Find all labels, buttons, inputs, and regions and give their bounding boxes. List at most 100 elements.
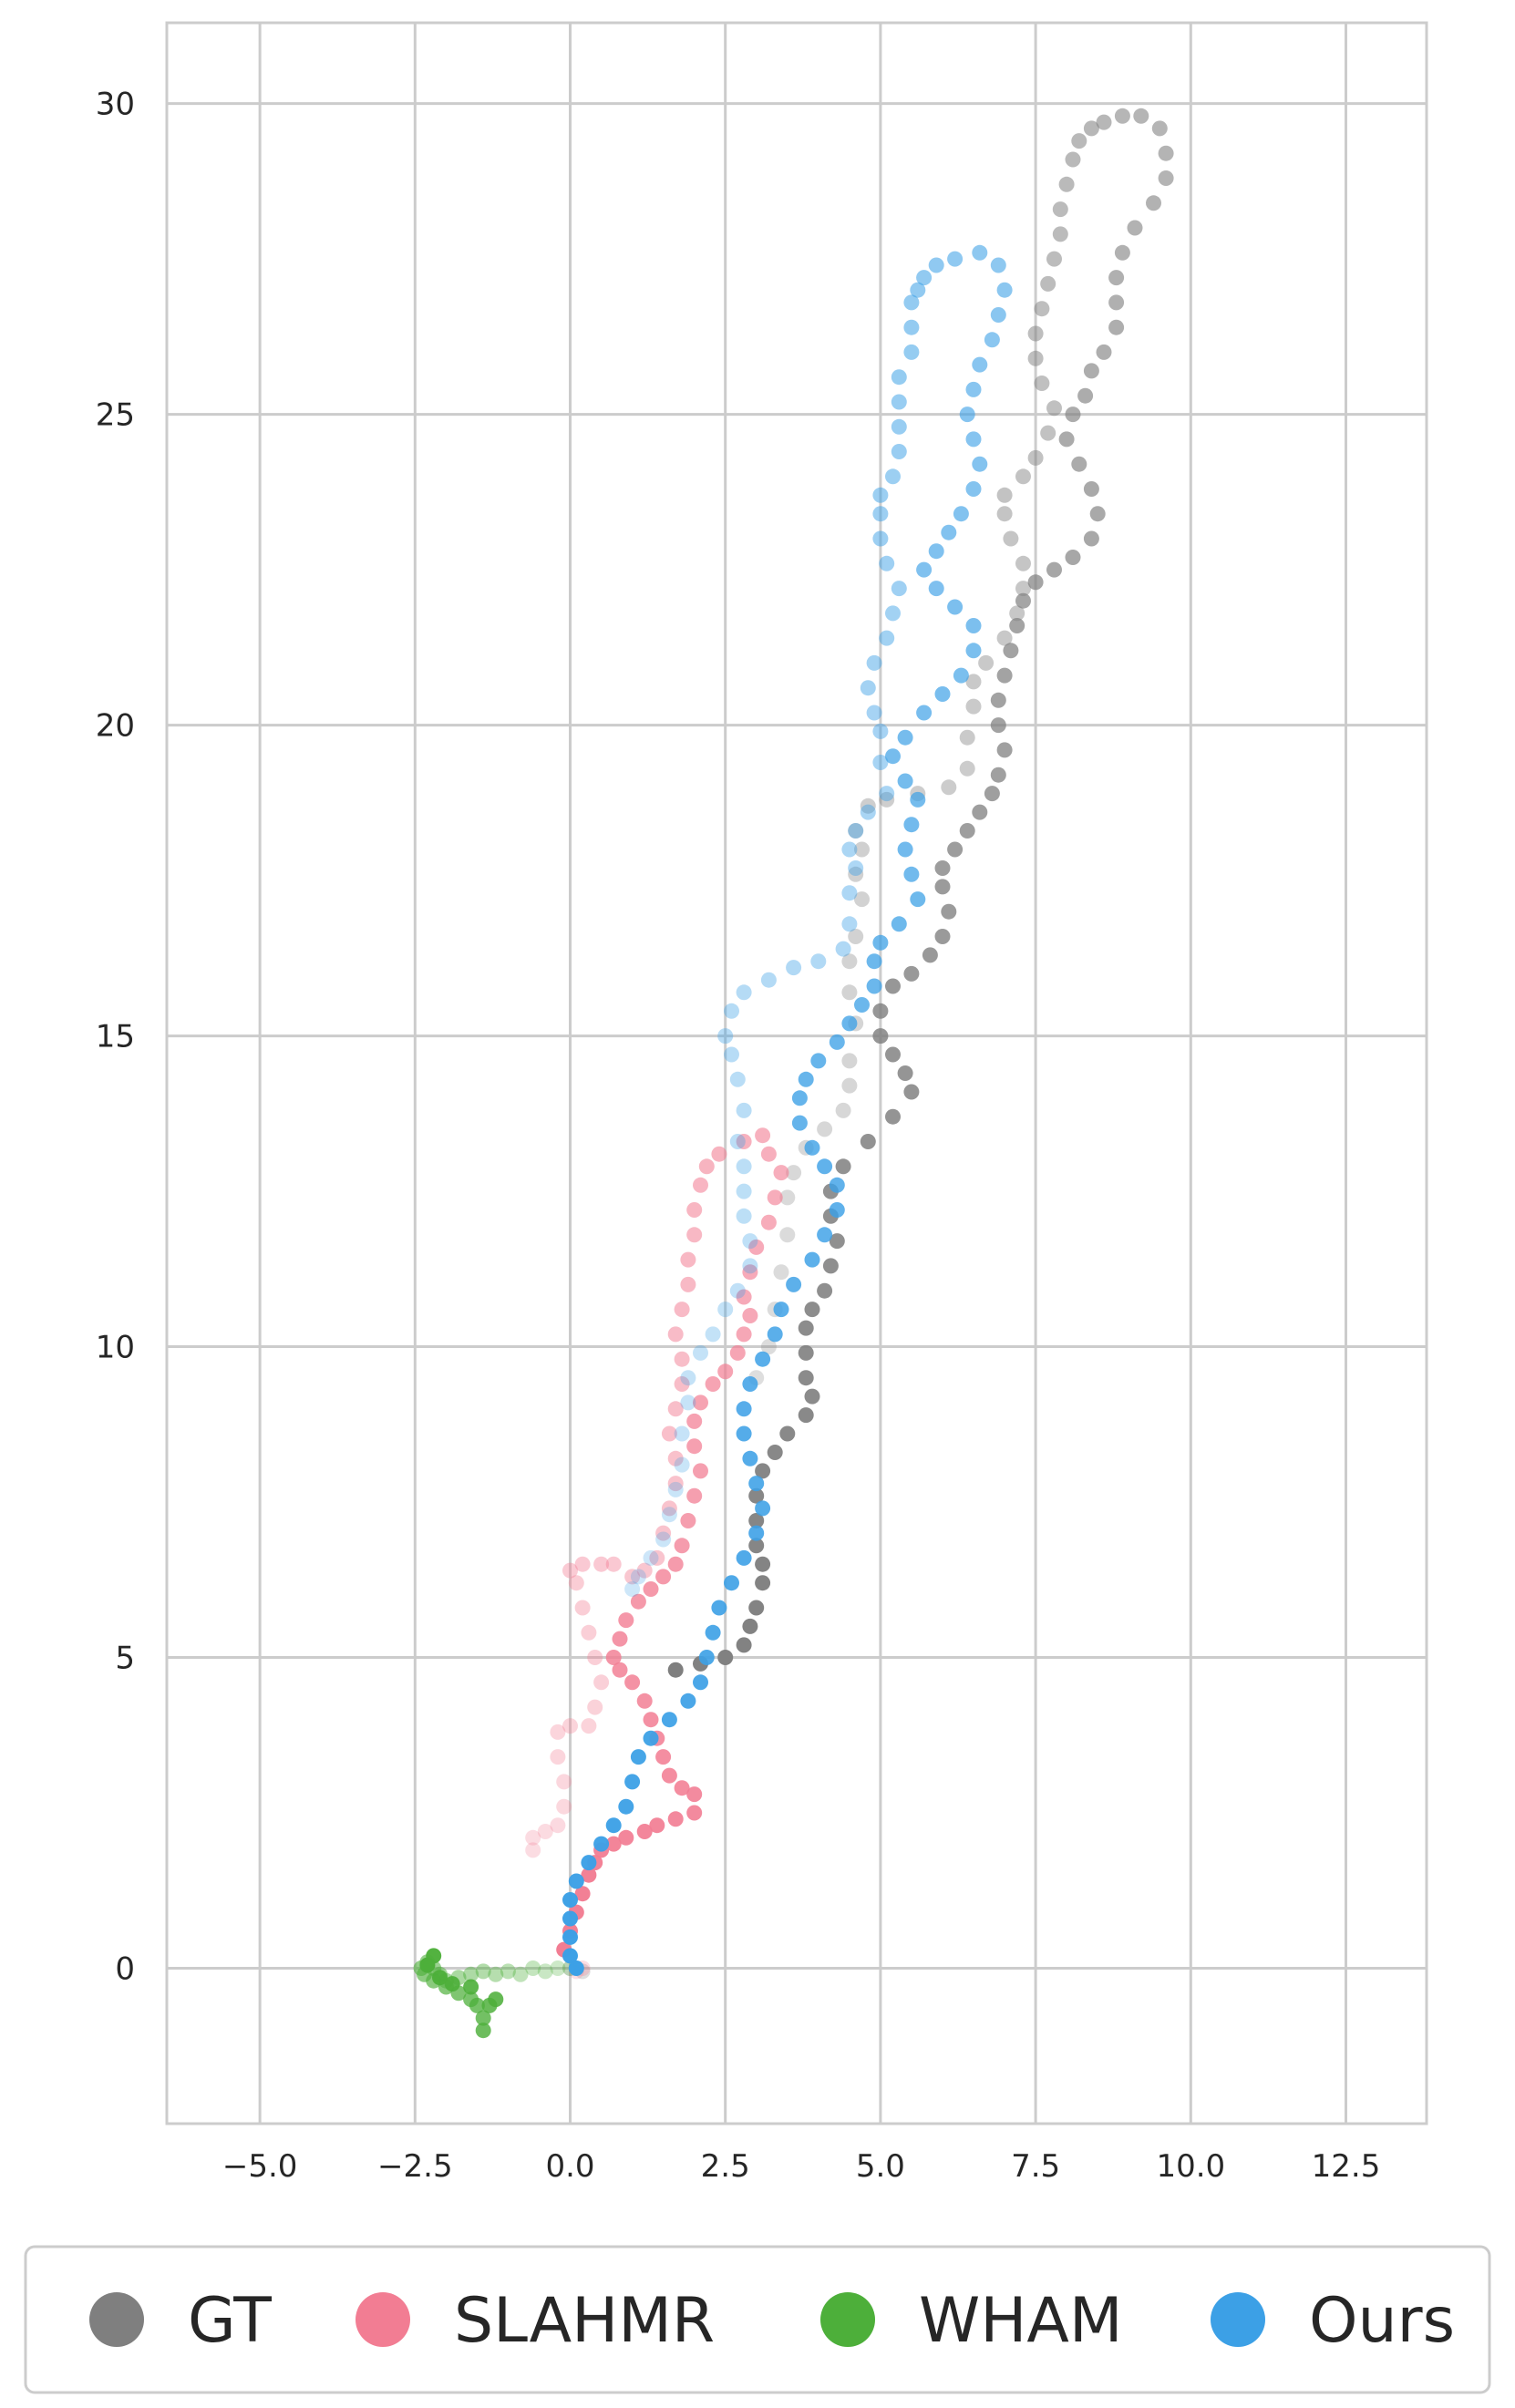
data-point [419,1957,436,1973]
data-point [748,1525,765,1541]
data-point [1083,481,1099,497]
data-point [661,1507,677,1523]
data-point [891,394,907,410]
data-point [972,456,988,472]
data-point [854,997,870,1013]
data-point [1027,325,1044,342]
data-point [903,965,920,982]
data-point [791,1115,808,1131]
data-point [525,1842,541,1858]
data-point [581,1718,597,1734]
data-point [469,1997,485,2013]
data-point [1058,431,1075,448]
data-point [897,1065,913,1081]
data-point [866,953,882,970]
data-point [1027,449,1044,466]
data-point [1133,108,1149,124]
data-point [829,1233,845,1250]
data-point [562,1929,578,1945]
data-point [1034,301,1050,317]
data-point [990,257,1006,273]
data-point [767,1445,783,1460]
data-point [724,1575,739,1591]
data-point [885,748,901,765]
data-point [891,369,907,386]
data-point [748,1538,765,1554]
data-point [822,1258,839,1274]
data-point [990,767,1006,783]
data-point [885,468,901,485]
data-point [667,1662,684,1678]
data-point [810,1053,827,1069]
data-point [916,270,933,286]
data-point [916,705,933,721]
data-point [680,1394,696,1411]
data-point [686,1413,703,1429]
data-point [736,1183,752,1199]
data-point [959,760,975,777]
y-tick-labels: 0 5 10 15 20 25 30 [96,87,135,1988]
data-point [1015,555,1031,571]
data-point [649,1549,665,1566]
data-point [581,1867,597,1883]
data-point [711,1146,727,1162]
data-point [1083,120,1099,137]
data-point [810,953,827,970]
data-point [817,1227,833,1243]
legend-frame [24,2245,1491,2394]
data-point [972,244,988,261]
data-point [736,1289,752,1305]
data-point [860,804,876,820]
data-point [748,1513,765,1528]
data-point [903,866,920,882]
data-point [674,1425,690,1442]
data-point [972,804,988,820]
data-point [934,929,951,944]
data-point [674,1351,690,1367]
data-point [593,1836,610,1852]
data-point [841,841,858,858]
x-tick-label: 7.5 [1011,2148,1060,2185]
data-point [1058,176,1075,192]
y-tick-label: 25 [96,397,135,434]
x-tick-label: 12.5 [1312,2148,1381,2185]
data-point [667,1556,684,1572]
data-point [965,431,982,448]
data-point [1083,363,1099,379]
data-point [947,841,964,858]
data-point [748,1239,765,1255]
data-point [841,984,858,1001]
data-point [1089,506,1106,522]
data-point [717,1364,734,1380]
data-point [910,282,926,298]
data-point [866,654,882,671]
data-point [996,742,1013,758]
data-point [885,978,901,994]
data-point [922,947,938,963]
data-point [680,1251,696,1268]
data-point [959,823,975,839]
data-point [804,1251,820,1268]
data-point [612,1662,628,1678]
data-point [910,791,926,808]
data-point [835,1102,851,1118]
y-tick-label: 0 [115,1951,135,1988]
data-point [636,1562,653,1579]
y-tick-label: 10 [96,1330,135,1366]
data-point [624,1581,641,1597]
data-point [1009,618,1025,633]
data-point [1071,133,1087,149]
data-point [742,1258,758,1274]
data-point [934,879,951,895]
data-point [693,1674,708,1691]
data-point [667,1481,684,1497]
data-point [686,1438,703,1455]
data-point [996,282,1013,298]
data-point [550,1749,566,1765]
data-point [817,1121,833,1137]
data-point [965,698,982,715]
data-point [475,2022,491,2039]
data-point [916,561,933,578]
data-point [693,1394,708,1411]
data-point [643,1549,659,1566]
